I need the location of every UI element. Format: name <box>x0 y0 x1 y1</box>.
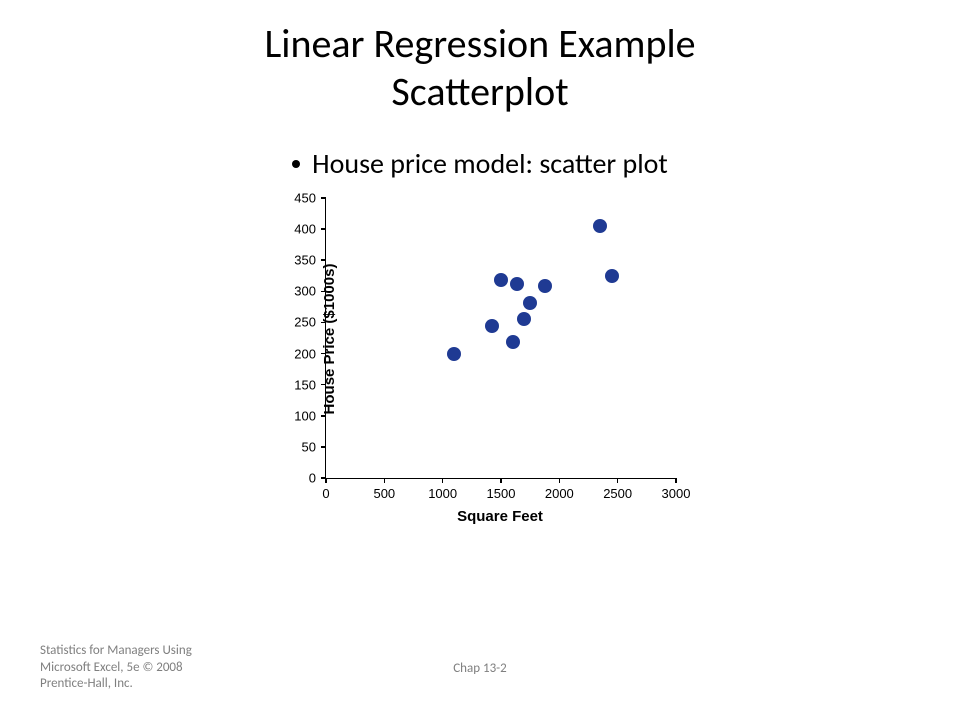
title-line-2: Scatterplot <box>0 68 960 116</box>
x-tick-label: 0 <box>322 486 329 501</box>
y-tick-label: 100 <box>294 408 316 423</box>
x-axis-title: Square Feet <box>457 508 543 525</box>
footer-page-number: Chap 13-2 <box>453 661 507 676</box>
x-tick-mark <box>617 478 619 483</box>
x-tick-mark <box>559 478 561 483</box>
data-point <box>506 335 520 349</box>
x-tick-mark <box>442 478 444 483</box>
y-tick-label: 50 <box>302 439 316 454</box>
data-point <box>523 296 537 310</box>
y-tick-mark <box>321 291 326 293</box>
y-tick-label: 300 <box>294 284 316 299</box>
y-tick-mark <box>321 322 326 324</box>
title-line-1: Linear Regression Example <box>0 20 960 68</box>
plot-area: 0501001502002503003504004500500100015002… <box>325 199 675 479</box>
y-tick-label: 250 <box>294 315 316 330</box>
scatter-chart: House Price ($1000s) Square Feet 0501001… <box>240 189 720 529</box>
slide-title: Linear Regression Example Scatterplot <box>0 0 960 116</box>
data-point <box>447 347 461 361</box>
bullet-item: House price model: scatter plot <box>0 146 960 181</box>
bullet-dot-icon <box>292 160 300 168</box>
y-tick-mark <box>321 228 326 230</box>
y-tick-mark <box>321 259 326 261</box>
y-tick-mark <box>321 353 326 355</box>
x-tick-mark <box>384 478 386 483</box>
x-tick-label: 2000 <box>545 486 574 501</box>
y-tick-mark <box>321 384 326 386</box>
x-tick-label: 500 <box>373 486 395 501</box>
x-tick-label: 2500 <box>603 486 632 501</box>
bullet-text: House price model: scatter plot <box>312 146 668 181</box>
y-tick-mark <box>321 446 326 448</box>
data-point <box>494 273 508 287</box>
y-tick-label: 0 <box>309 471 316 486</box>
data-point <box>517 312 531 326</box>
x-tick-label: 1000 <box>428 486 457 501</box>
y-tick-mark <box>321 197 326 199</box>
chart-container: House Price ($1000s) Square Feet 0501001… <box>0 189 960 529</box>
footer-citation: Statistics for Managers Using Microsoft … <box>40 643 192 692</box>
y-tick-label: 350 <box>294 253 316 268</box>
y-tick-label: 400 <box>294 222 316 237</box>
data-point <box>510 277 524 291</box>
y-tick-label: 150 <box>294 377 316 392</box>
data-point <box>485 319 499 333</box>
y-tick-label: 450 <box>294 191 316 206</box>
data-point <box>538 279 552 293</box>
y-tick-label: 200 <box>294 346 316 361</box>
x-tick-label: 1500 <box>487 486 516 501</box>
x-tick-mark <box>325 478 327 483</box>
data-point <box>593 219 607 233</box>
x-tick-label: 3000 <box>662 486 691 501</box>
y-tick-mark <box>321 415 326 417</box>
data-point <box>605 269 619 283</box>
x-tick-mark <box>500 478 502 483</box>
x-tick-mark <box>675 478 677 483</box>
